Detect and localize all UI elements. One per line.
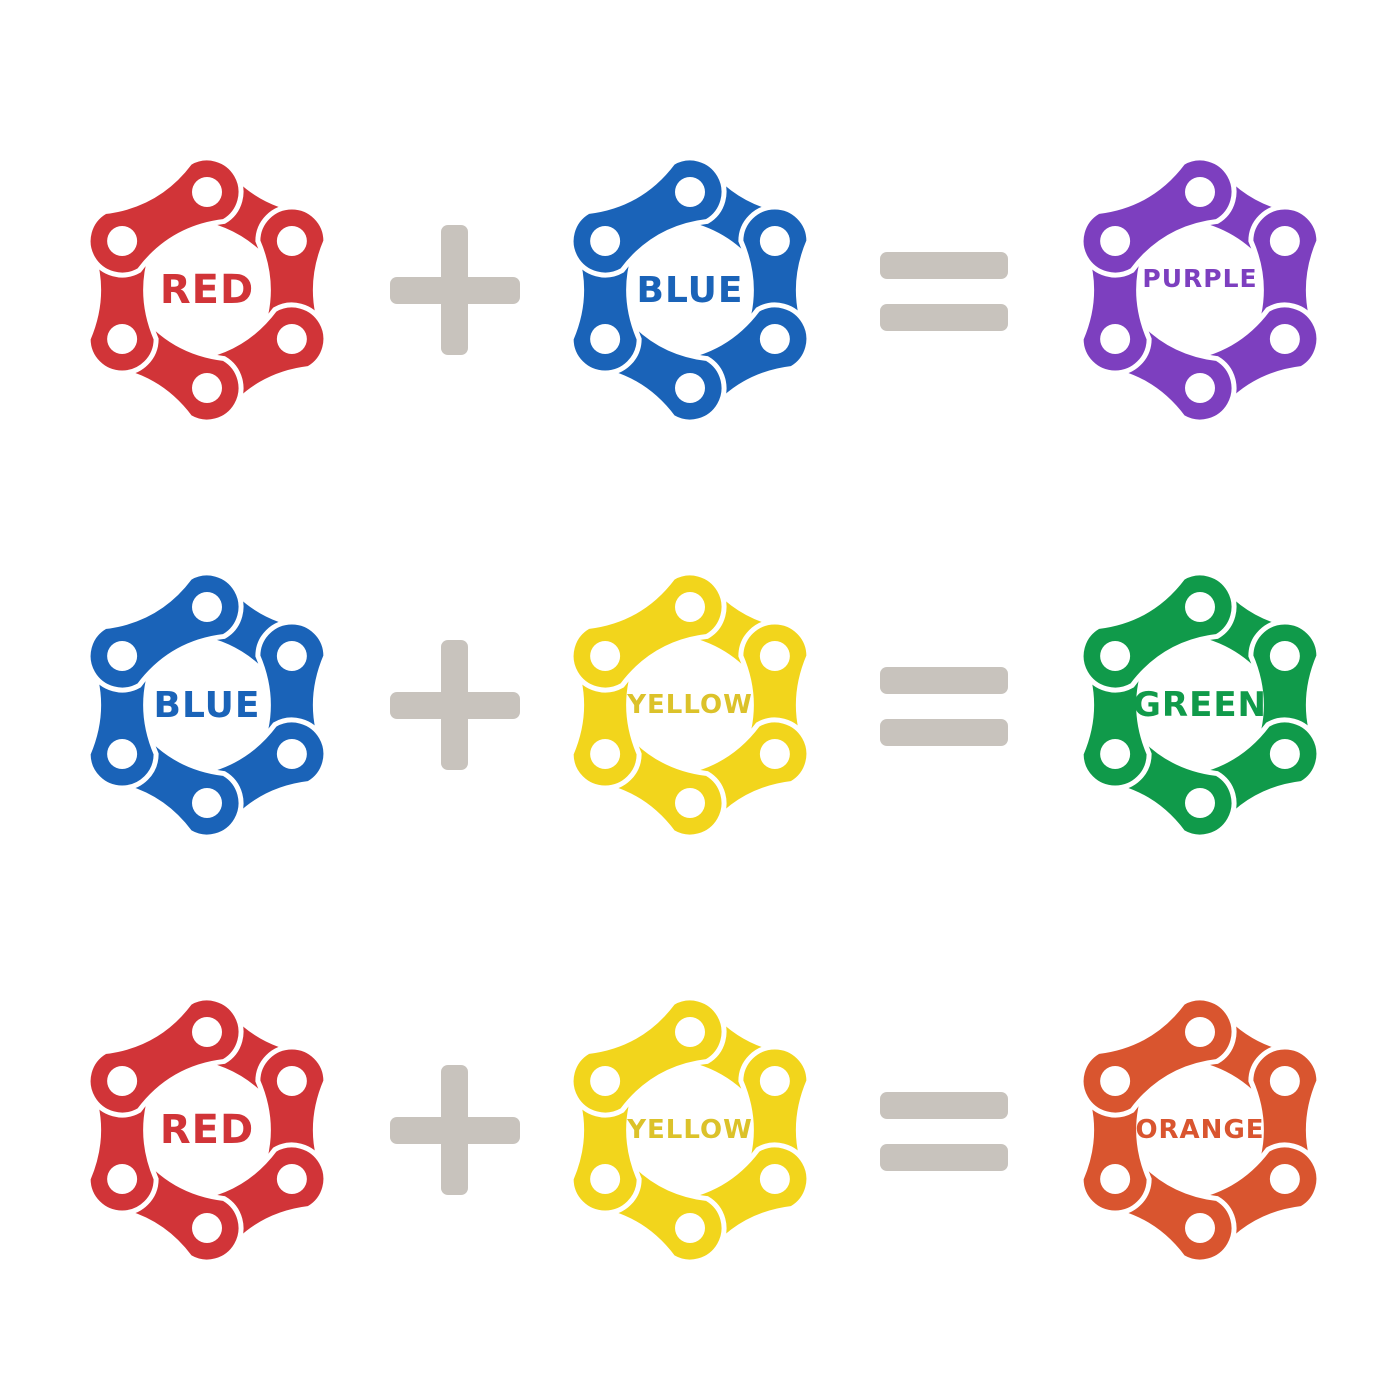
chain-pin-hole bbox=[107, 739, 138, 769]
chain-pin-hole bbox=[1269, 1164, 1300, 1194]
chain-pin-hole bbox=[107, 1066, 138, 1096]
chain-pin-hole bbox=[759, 641, 790, 671]
chain-wheel-purple: PURPLE bbox=[1065, 140, 1335, 440]
chain-ring-icon bbox=[568, 995, 812, 1265]
chain-pin-hole bbox=[1185, 373, 1215, 403]
equals-icon bbox=[880, 1092, 1008, 1172]
chain-pin-hole bbox=[1269, 739, 1300, 769]
wheel-label: BLUE bbox=[636, 269, 744, 311]
plus-icon bbox=[390, 225, 520, 355]
chain-pin-hole bbox=[276, 1066, 307, 1096]
chain-ring-icon bbox=[568, 155, 812, 425]
chain-pin-hole bbox=[759, 324, 790, 354]
chain-pin-hole bbox=[675, 788, 705, 818]
chain-pin-hole bbox=[759, 1066, 790, 1096]
chain-ring-icon bbox=[568, 570, 812, 840]
chain-pin-hole bbox=[590, 1164, 621, 1194]
chain-pin-hole bbox=[1100, 641, 1131, 671]
chain-ring-icon bbox=[85, 570, 329, 840]
chain-pin-hole bbox=[590, 739, 621, 769]
chain-pin-hole bbox=[1269, 641, 1300, 671]
chain-pin-hole bbox=[192, 177, 222, 207]
chain-pin-hole bbox=[276, 226, 307, 256]
chain-pin-hole bbox=[107, 1164, 138, 1194]
wheel-label: BLUE bbox=[153, 684, 261, 726]
wheel-label: RED bbox=[159, 1107, 255, 1153]
equation-row-1: RED BLUE PURPLE bbox=[0, 140, 1400, 440]
chain-pin-hole bbox=[1269, 1066, 1300, 1096]
chain-pin-hole bbox=[590, 324, 621, 354]
chain-pin-hole bbox=[1100, 739, 1131, 769]
equation-row-3: RED YELLOW ORANGE bbox=[0, 980, 1400, 1280]
chain-pin-hole bbox=[675, 1213, 705, 1243]
equals-icon bbox=[880, 667, 1008, 747]
chain-pin-hole bbox=[192, 788, 222, 818]
chain-wheel-red: RED bbox=[72, 980, 342, 1280]
chain-pin-hole bbox=[1100, 226, 1131, 256]
plus-icon bbox=[390, 640, 520, 770]
wheel-label: YELLOW bbox=[627, 1115, 753, 1145]
chain-pin-hole bbox=[276, 641, 307, 671]
chain-pin-hole bbox=[675, 1017, 705, 1047]
chain-ring-icon bbox=[1078, 995, 1322, 1265]
wheel-label: ORANGE bbox=[1135, 1115, 1265, 1145]
chain-pin-hole bbox=[276, 1164, 307, 1194]
chain-pin-hole bbox=[1100, 324, 1131, 354]
equals-icon bbox=[880, 252, 1008, 332]
chain-pin-hole bbox=[192, 1213, 222, 1243]
wheel-label: RED bbox=[159, 267, 255, 313]
chain-pin-hole bbox=[590, 641, 621, 671]
chain-pin-hole bbox=[192, 592, 222, 622]
chain-wheel-blue: BLUE bbox=[555, 140, 825, 440]
chain-ring-icon bbox=[85, 995, 329, 1265]
chain-pin-hole bbox=[675, 177, 705, 207]
chain-pin-hole bbox=[192, 373, 222, 403]
wheel-label: YELLOW bbox=[627, 690, 753, 720]
equation-row-2: BLUE YELLOW GREEN bbox=[0, 555, 1400, 855]
chain-pin-hole bbox=[675, 592, 705, 622]
chain-pin-hole bbox=[759, 1164, 790, 1194]
chain-wheel-blue: BLUE bbox=[72, 555, 342, 855]
wheel-label: PURPLE bbox=[1142, 263, 1258, 293]
chain-pin-hole bbox=[276, 324, 307, 354]
chain-pin-hole bbox=[1269, 226, 1300, 256]
chain-wheel-red: RED bbox=[72, 140, 342, 440]
chain-pin-hole bbox=[590, 226, 621, 256]
chain-wheel-yellow: YELLOW bbox=[555, 980, 825, 1280]
chain-wheel-yellow: YELLOW bbox=[555, 555, 825, 855]
chain-ring-icon bbox=[1078, 570, 1322, 840]
chain-pin-hole bbox=[1185, 592, 1215, 622]
chain-pin-hole bbox=[107, 324, 138, 354]
chain-pin-hole bbox=[1185, 1213, 1215, 1243]
chain-pin-hole bbox=[1100, 1066, 1131, 1096]
chain-pin-hole bbox=[759, 226, 790, 256]
chain-pin-hole bbox=[1185, 788, 1215, 818]
chain-pin-hole bbox=[192, 1017, 222, 1047]
chain-pin-hole bbox=[1185, 177, 1215, 207]
chain-pin-hole bbox=[1100, 1164, 1131, 1194]
chain-pin-hole bbox=[276, 739, 307, 769]
chain-pin-hole bbox=[107, 641, 138, 671]
chain-pin-hole bbox=[675, 373, 705, 403]
chain-pin-hole bbox=[1185, 1017, 1215, 1047]
chain-pin-hole bbox=[759, 739, 790, 769]
chain-ring-icon bbox=[1078, 155, 1322, 425]
chain-wheel-orange: ORANGE bbox=[1065, 980, 1335, 1280]
chain-ring-icon bbox=[85, 155, 329, 425]
wheel-label: GREEN bbox=[1133, 685, 1267, 725]
plus-icon bbox=[390, 1065, 520, 1195]
chain-pin-hole bbox=[107, 226, 138, 256]
chain-wheel-green: GREEN bbox=[1065, 555, 1335, 855]
chain-pin-hole bbox=[1269, 324, 1300, 354]
chain-pin-hole bbox=[590, 1066, 621, 1096]
